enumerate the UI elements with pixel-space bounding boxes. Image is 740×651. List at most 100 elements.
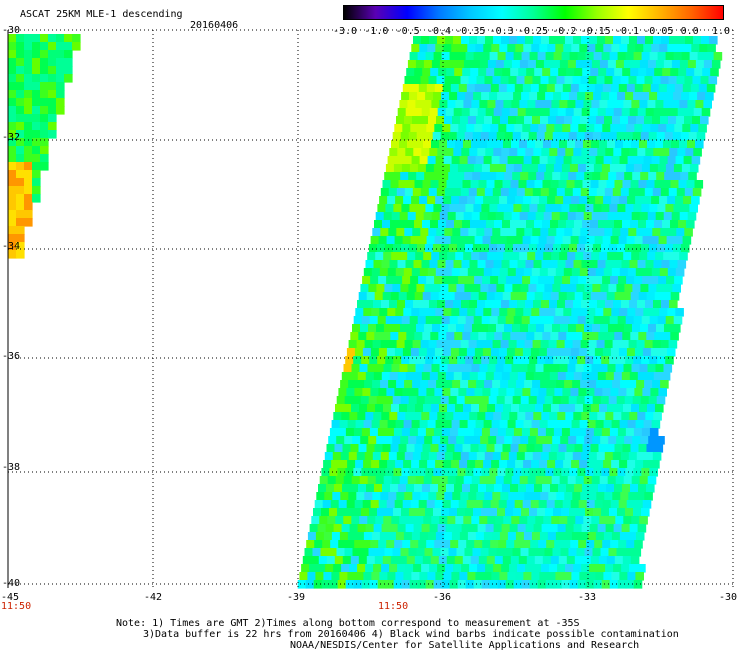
swath-cell [391,476,401,485]
swath-cell [474,500,484,509]
swath-cell [413,300,422,309]
swath-cell [535,364,545,373]
swath-cell [482,500,492,509]
swath-cell [8,98,17,107]
swath-cell [701,36,710,45]
swath-cell [486,332,495,341]
swath-cell [551,212,561,221]
swath-cell [670,220,679,229]
swath-cell [653,300,662,309]
swath-cell [323,460,332,469]
swath-cell [438,556,448,565]
swath-cell [652,452,662,461]
swath-cell [331,420,341,429]
swath-cell [457,428,467,437]
swath-cell [587,308,596,317]
swath-cell [664,172,673,181]
swath-cell [663,364,673,373]
swath-cell [475,532,485,541]
swath-cell [463,212,473,221]
swath-cell [467,572,476,581]
swath-cell [635,532,645,541]
swath-cell [512,548,522,557]
swath-cell [415,364,425,373]
swath-cell [613,524,623,533]
swath-cell [541,36,550,45]
swath-cell [640,284,649,293]
swath-cell [24,122,33,131]
swath-cell [370,500,380,509]
swath-cell [439,364,449,373]
swath-cell [546,84,556,93]
swath-cell [672,324,681,333]
swath-cell [614,484,623,493]
swath-cell [496,244,506,253]
swath-cell [582,220,591,229]
swath-cell [368,436,377,445]
swath-cell [641,92,650,101]
swath-cell [537,356,546,365]
swath-cell [605,564,614,573]
swath-cell [561,52,571,61]
swath-cell [568,172,577,181]
swath-cell [586,276,595,285]
swath-cell [386,540,395,549]
swath-cell [395,156,405,165]
swath-cell [642,236,652,245]
swath-cell [596,340,606,349]
swath-cell [434,388,443,397]
swath-cell [536,244,546,253]
swath-cell [487,252,496,261]
swath-cell [488,548,498,557]
swath-cell [466,540,475,549]
swath-cell [527,516,536,525]
swath-cell [413,36,422,45]
swath-cell [411,572,420,581]
swath-cell [355,572,364,581]
swath-cell [460,380,469,389]
swath-cell [563,420,573,429]
swath-cell [373,564,382,573]
swath-cell [620,492,629,501]
swath-cell [596,188,606,197]
swath-cell [382,484,391,493]
swath-cell [416,284,425,293]
swath-cell [454,444,464,453]
swath-cell [644,228,653,237]
swath-cell [418,276,427,285]
swath-cell [421,36,430,45]
swath-cell [359,516,368,525]
swath-cell [430,444,440,453]
swath-cell [348,492,357,501]
swath-cell [338,388,347,397]
swath-cell [529,204,538,213]
swath-cell [606,180,616,189]
swath-cell [493,524,503,533]
swath-cell [676,116,685,125]
swath-cell [334,484,343,493]
swath-cell [426,236,436,245]
swath-cell [662,220,671,229]
swath-cell [414,292,424,301]
swath-cell [360,324,369,333]
swath-cell [506,84,516,93]
swath-cell [481,164,491,173]
swath-cell [611,420,621,429]
swath-cell [636,492,645,501]
swath-cell [649,92,658,101]
swath-cell [356,492,365,501]
swath-cell [351,404,360,413]
swath-cell [450,540,459,549]
swath-cell [563,308,572,317]
swath-cell [629,524,639,533]
lon-label: -30 [719,592,738,603]
swath-cell [486,220,495,229]
swath-cell [697,92,706,101]
swath-cell [479,516,488,525]
swath-cell [611,44,620,53]
swath-cell [614,292,624,301]
swath-cell [363,420,373,429]
swath-cell [338,540,347,549]
swath-cell [546,124,555,133]
swath-cell [8,154,17,163]
